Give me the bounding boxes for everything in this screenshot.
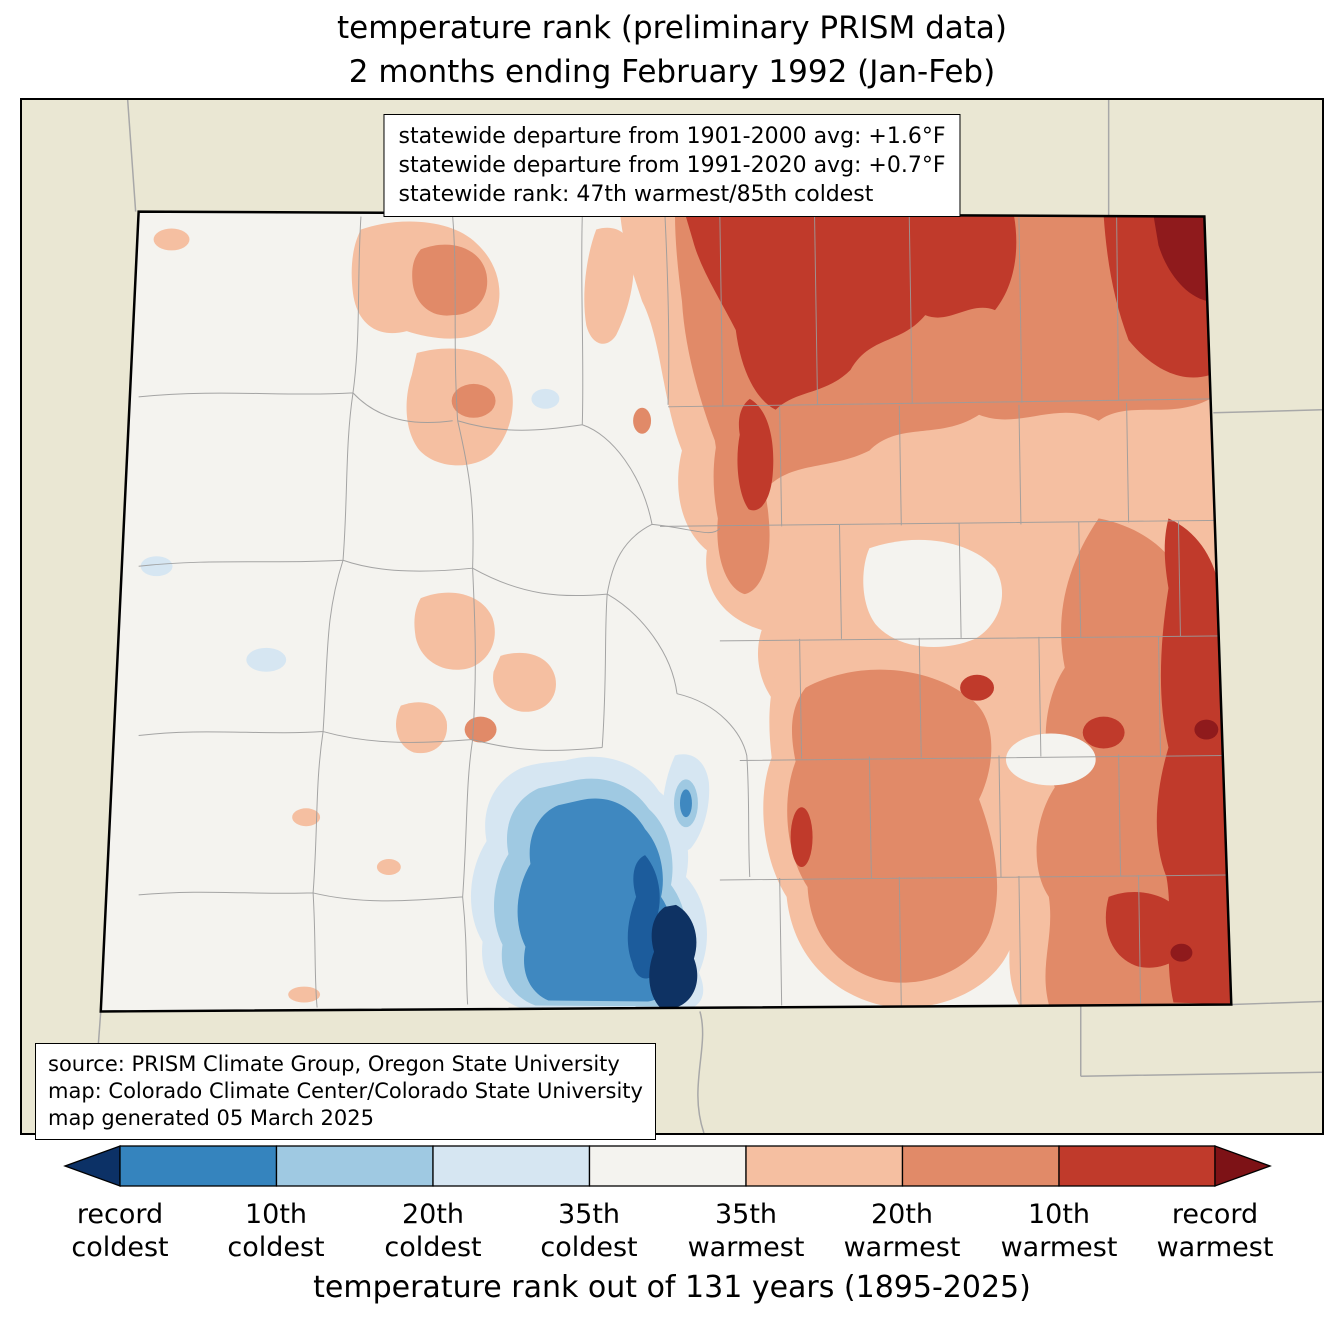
cold-record-regions (649, 904, 698, 1008)
label-line: coldest (227, 1232, 325, 1263)
stats-line-3: statewide rank: 47th warmest/85th coldes… (398, 182, 874, 207)
label-line: record (76, 1199, 164, 1230)
map-title-line1: temperature rank (preliminary PRISM data… (336, 10, 1007, 46)
colorbar-label-10th-warmest: 10th warmest (1001, 1198, 1118, 1264)
label-line: warmest (843, 1232, 961, 1263)
colorbar-segment-2 (275, 1145, 434, 1187)
colorbar-segment-6 (901, 1145, 1060, 1187)
stats-line-1: statewide departure from 1901-2000 avg: … (398, 124, 946, 149)
colorbar-left-arrow (63, 1145, 121, 1187)
warm-record-regions (1153, 215, 1219, 962)
label-line: warmest (1000, 1232, 1118, 1263)
source-line-1: source: PRISM Climate Group, Oregon Stat… (48, 1052, 620, 1076)
label-line: 20th (401, 1199, 465, 1230)
neutral-patches (863, 539, 1096, 786)
map-frame: statewide departure from 1901-2000 avg: … (20, 98, 1324, 1140)
map-title-line2: 2 months ending February 1992 (Jan-Feb) (348, 54, 996, 90)
label-line: coldest (71, 1232, 169, 1263)
stats-box: statewide departure from 1901-2000 avg: … (383, 114, 961, 217)
label-line: 10th (1027, 1199, 1091, 1230)
colorbar-label-10th-coldest: 10th coldest (227, 1198, 324, 1264)
source-line-3: map generated 05 March 2025 (48, 1106, 375, 1130)
colorbar-segment-7 (1058, 1145, 1216, 1187)
colorbar-segment-1 (119, 1145, 278, 1187)
label-line: 20th (870, 1199, 934, 1230)
source-line-2: map: Colorado Climate Center/Colorado St… (48, 1079, 643, 1103)
source-box: source: PRISM Climate Group, Oregon Stat… (35, 1043, 656, 1140)
rank-regions (138, 212, 1232, 1011)
neighbor-state-borders (91, 100, 1322, 1133)
colorbar-segment-5 (745, 1145, 904, 1187)
label-line: coldest (540, 1232, 638, 1263)
label-line: 35th (557, 1199, 621, 1230)
county-borders (138, 216, 1229, 1008)
colorbar-segment-3 (432, 1145, 591, 1187)
label-line: warmest (1156, 1232, 1274, 1263)
colorbar (63, 1145, 1272, 1187)
colorbar-labels: record coldest 10th coldest 20th coldest… (0, 1198, 1344, 1264)
label-line: 35th (714, 1199, 778, 1230)
colorbar-label-record-warmest: record warmest (1157, 1198, 1274, 1264)
colorbar-right-arrow (1214, 1145, 1272, 1187)
colorbar-label-20th-warmest: 20th warmest (844, 1198, 961, 1264)
label-line: record (1171, 1199, 1259, 1230)
stats-line-2: statewide departure from 1991-2020 avg: … (398, 153, 946, 178)
colorbar-segment-4 (588, 1145, 747, 1187)
colorbar-label-35th-coldest: 35th coldest (540, 1198, 637, 1264)
colorbar-caption: temperature rank out of 131 years (1895-… (313, 1270, 1031, 1305)
colorado-map (22, 100, 1322, 1133)
label-line: warmest (687, 1232, 805, 1263)
label-line: coldest (384, 1232, 482, 1263)
warm-10th-regions (670, 213, 1232, 1005)
label-line: 10th (244, 1199, 308, 1230)
colorbar-label-35th-warmest: 35th warmest (688, 1198, 805, 1264)
colorbar-label-20th-coldest: 20th coldest (384, 1198, 481, 1264)
colorbar-label-record-coldest: record coldest (71, 1198, 168, 1264)
